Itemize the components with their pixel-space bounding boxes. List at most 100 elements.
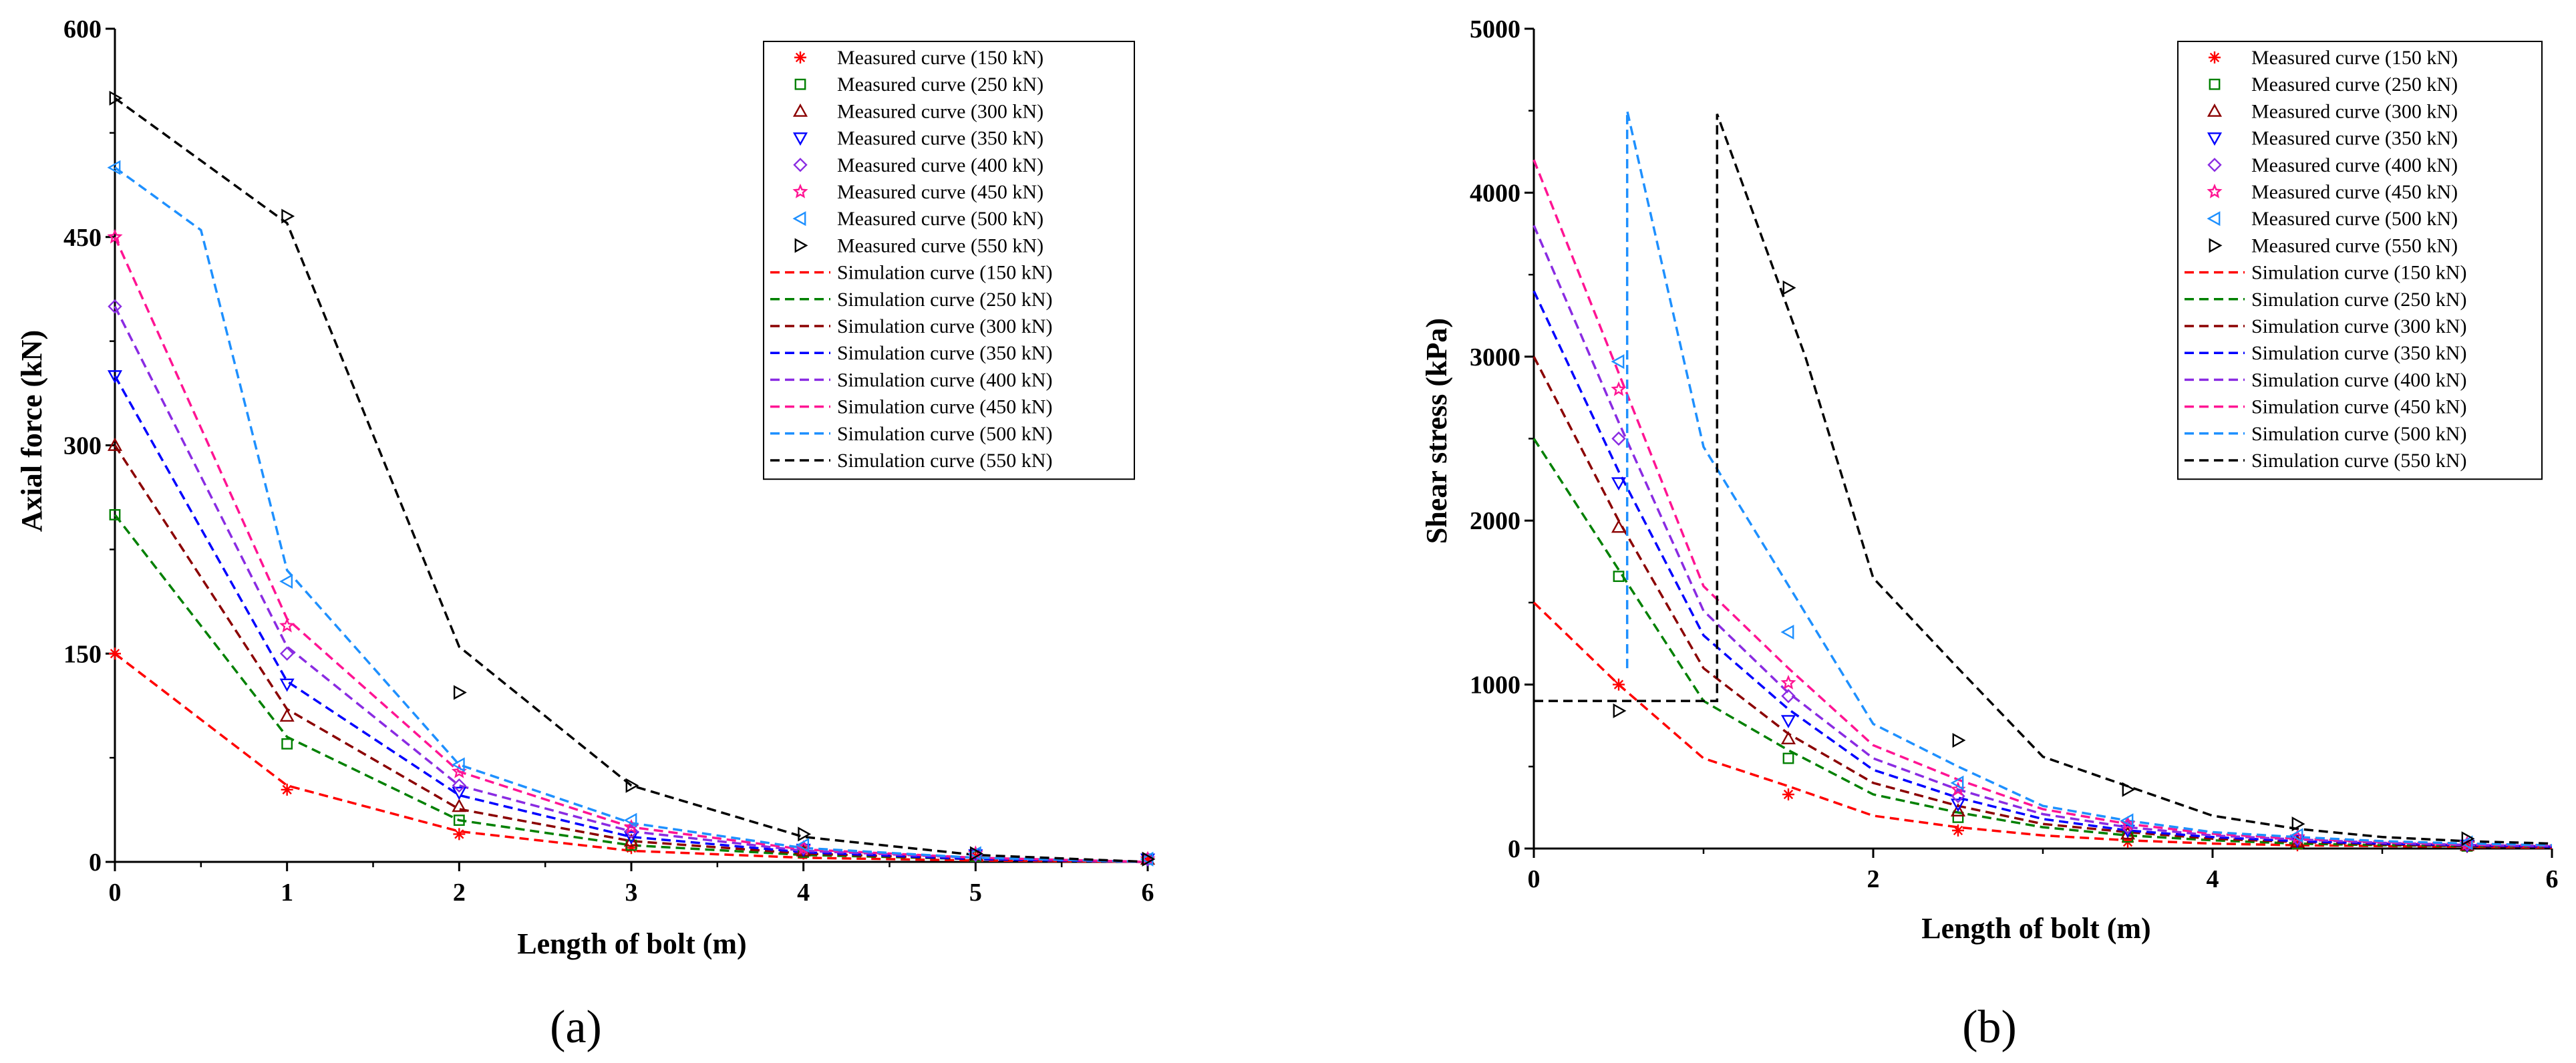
- x-tick-label: 1: [281, 879, 293, 907]
- measured-point-8: [1952, 732, 1966, 748]
- measured-point-3: [623, 833, 639, 847]
- legend-label: Measured curve (550 kN): [837, 235, 1043, 257]
- legend-label: Measured curve (300 kN): [837, 100, 1043, 122]
- simulation-line-2: [114, 514, 1148, 863]
- chart-panel-a: 0 1 2 3 4 5 6 0 150 300 450 600 Measured curve (150 …: [15, 15, 1156, 1053]
- measured-point-4: [1611, 477, 1627, 491]
- measured-point-1: [281, 783, 293, 796]
- y-tick-label: 1000: [1470, 671, 1520, 700]
- legend-label: Simulation curve (150 kN): [837, 262, 1052, 284]
- legend-label: Simulation curve (400 kN): [2251, 369, 2466, 391]
- y-tick-label: 600: [63, 15, 102, 43]
- legend-marker: [794, 51, 806, 63]
- measured-point-7: [107, 160, 121, 175]
- measured-point-2: [1613, 571, 1625, 583]
- measured-point-4: [1780, 715, 1796, 729]
- x-tick-label: 2: [453, 879, 466, 907]
- measured-point-1: [1142, 853, 1154, 865]
- x-tick-label: 5: [969, 879, 982, 907]
- legend-label: Simulation curve (500 kN): [837, 423, 1052, 445]
- legend-marker: [794, 238, 808, 253]
- legend-marker: [2209, 51, 2221, 63]
- measured-point-7: [279, 574, 293, 589]
- x-tick-label: 0: [1528, 865, 1541, 893]
- measured-point-7: [1611, 354, 1625, 369]
- legend-marker: [792, 183, 808, 198]
- legend-label: Simulation curve (500 kN): [2251, 423, 2466, 445]
- measured-point-8: [281, 208, 295, 224]
- measured-point-4: [623, 831, 639, 845]
- measured-point-2: [1782, 752, 1794, 764]
- legend-label: Measured curve (150 kN): [837, 47, 1043, 69]
- measured-point-6: [1780, 674, 1796, 690]
- measured-point-7: [2459, 835, 2473, 851]
- legend-label: Simulation curve (400 kN): [837, 369, 1052, 391]
- legend-label: Simulation curve (550 kN): [837, 450, 1052, 472]
- measured-point-4: [107, 370, 123, 384]
- measured-point-5: [1781, 689, 1796, 704]
- legend-marker: [793, 158, 808, 172]
- x-tick-label: 6: [2546, 865, 2559, 893]
- measured-point-1: [625, 842, 637, 855]
- simulation-line-7: [1625, 110, 2553, 847]
- measured-point-7: [623, 812, 637, 828]
- legend-marker: [2207, 183, 2223, 198]
- measured-point-7: [1950, 775, 1964, 790]
- measured-point-7: [2120, 813, 2134, 828]
- measured-point-2: [281, 738, 293, 750]
- chart-panel-b: 0 2 4 6 0 1000 2000 3000 4000 5000 Measured curve …: [1420, 15, 2559, 1053]
- legend-label: Simulation curve (300 kN): [2251, 315, 2466, 337]
- measured-point-8: [2461, 831, 2475, 847]
- simulation-line-8: [1534, 114, 2553, 845]
- y-tick-label: 2000: [1470, 507, 1520, 535]
- legend-label: Measured curve (450 kN): [837, 181, 1043, 203]
- simulation-line-2: [1533, 438, 2553, 849]
- measured-point-8: [2122, 782, 2136, 797]
- legend-label: Measured curve (400 kN): [2251, 154, 2458, 176]
- y-tick-label: 4000: [1470, 179, 1520, 207]
- legend-marker: [2207, 158, 2222, 172]
- legend-box-b: [2177, 41, 2543, 480]
- measured-point-3: [1611, 519, 1627, 533]
- simulation-line-1: [1533, 601, 2553, 849]
- legend-marker: [2207, 211, 2221, 226]
- measured-point-8: [798, 826, 812, 842]
- measured-point-1: [109, 647, 121, 660]
- legend-marker: [2209, 238, 2223, 253]
- legend-label: Measured curve (550 kN): [2251, 235, 2458, 257]
- legend-label: Measured curve (450 kN): [2251, 181, 2458, 203]
- measured-point-1: [1613, 678, 1625, 691]
- measured-point-3: [2120, 826, 2136, 840]
- measured-point-4: [1950, 798, 1966, 812]
- x-tick-label: 4: [2207, 865, 2219, 893]
- legend-label: Simulation curve (550 kN): [2251, 450, 2466, 472]
- measured-point-5: [279, 646, 295, 661]
- y-tick-label: 450: [63, 224, 102, 252]
- x-axis-label-b: Length of bolt (m): [1921, 912, 2150, 945]
- measured-point-7: [451, 757, 465, 772]
- legend-label: Measured curve (500 kN): [837, 208, 1043, 230]
- legend-label: Measured curve (400 kN): [837, 154, 1043, 176]
- legend-label: Simulation curve (450 kN): [837, 396, 1052, 418]
- x-axis-label-a: Length of bolt (m): [517, 927, 746, 960]
- legend-marker: [2207, 132, 2223, 146]
- measured-point-3: [279, 708, 295, 722]
- measured-point-5: [452, 778, 467, 793]
- legend-marker: [792, 211, 806, 226]
- legend-marker: [2207, 103, 2223, 117]
- legend-label: Simulation curve (250 kN): [2251, 289, 2466, 311]
- measured-point-3: [107, 438, 123, 451]
- y-axis-label-a: Axial force (kN): [15, 330, 48, 532]
- measured-point-5: [1611, 431, 1626, 446]
- x-tick-label: 3: [625, 879, 638, 907]
- measured-point-2: [453, 814, 465, 826]
- x-tick-label: 0: [109, 879, 122, 907]
- y-tick-label: 0: [89, 849, 102, 877]
- legend-marker: [792, 132, 808, 146]
- simulation-line-7: [114, 166, 1148, 863]
- plot-area-a: 0 1 2 3 4 5 6 0 150 300 450 600 Measured curve (150 …: [63, 15, 1156, 907]
- measured-point-5: [624, 824, 639, 839]
- y-tick-label: 0: [1508, 835, 1520, 863]
- measured-point-7: [796, 838, 810, 853]
